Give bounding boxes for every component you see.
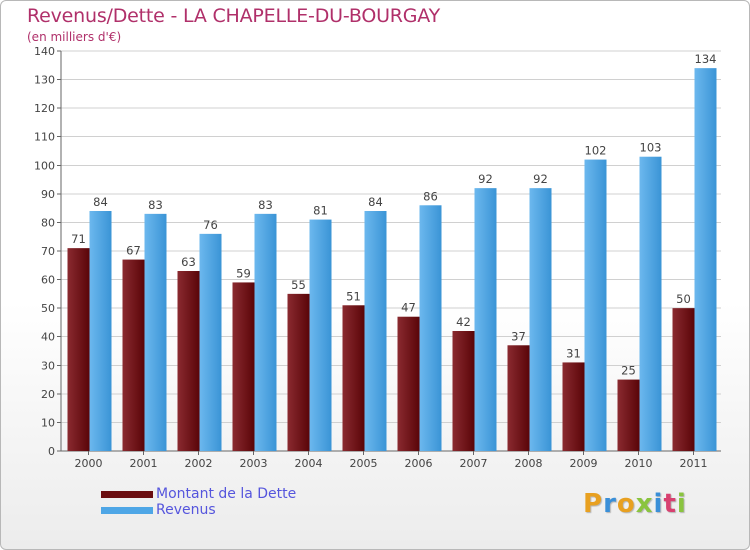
bar-dette [397, 316, 420, 451]
data-label: 92 [478, 172, 493, 186]
bar-dette [122, 259, 145, 451]
logo-letter: P [583, 489, 604, 519]
y-tick-label: 40 [41, 331, 55, 344]
bar-revenus [529, 188, 552, 451]
x-tick-label: 2008 [515, 457, 543, 470]
data-label: 86 [423, 189, 438, 203]
legend-label-revenus: Revenus [156, 502, 216, 518]
y-tick-label: 20 [41, 388, 55, 401]
logo-letter: r [603, 489, 617, 519]
x-tick-label: 2000 [75, 457, 103, 470]
data-label: 59 [236, 266, 251, 280]
bar-dette [617, 379, 640, 451]
bar-dette [342, 305, 365, 451]
y-tick-label: 130 [34, 74, 55, 87]
data-label: 37 [511, 329, 526, 343]
y-tick-label: 10 [41, 416, 55, 429]
y-tick-label: 140 [34, 45, 55, 58]
chart-title: Revenus/Dette - LA CHAPELLE-DU-BOURGAY [27, 5, 441, 27]
bar-revenus [639, 156, 662, 451]
legend-swatch-debt [101, 491, 153, 498]
data-label: 81 [313, 204, 328, 218]
y-axis: 0 10 20 30 40 50 60 70 80 90 100 110 120 130 140 [34, 45, 721, 458]
x-tick-label: 2010 [625, 457, 653, 470]
data-label: 103 [640, 141, 662, 155]
data-label: 92 [533, 172, 548, 186]
logo-letter: o [616, 489, 636, 519]
x-tick-label: 2002 [185, 457, 213, 470]
data-label: 55 [291, 278, 306, 292]
bar-dette [672, 308, 695, 451]
y-tick-label: 100 [34, 159, 55, 172]
bar-revenus [89, 211, 112, 451]
x-axis: 2000 2001 2002 2003 2004 2005 2006 2007 2008 2009… [75, 451, 708, 470]
bar-dette [562, 362, 585, 451]
grid-lines [61, 50, 721, 452]
legend-label-debt: Montant de la Dette [156, 486, 297, 502]
chart-subtitle: (en milliers d'€) [27, 30, 122, 44]
x-tick-label: 2001 [130, 457, 158, 470]
data-label: 76 [203, 218, 218, 232]
bar-dette [287, 293, 310, 451]
y-tick-label: 60 [41, 274, 55, 287]
x-tick-label: 2003 [240, 457, 268, 470]
data-label: 31 [566, 346, 581, 360]
data-label: 102 [585, 144, 607, 158]
bar-revenus [144, 213, 167, 451]
x-tick-label: 2005 [350, 457, 378, 470]
x-tick-label: 2007 [460, 457, 488, 470]
data-label: 84 [368, 195, 383, 209]
bar-revenus [694, 68, 717, 452]
x-tick-label: 2011 [680, 457, 708, 470]
logo-letter: t [663, 489, 677, 519]
bar-dette [232, 282, 255, 451]
logo-letter: x [635, 489, 654, 519]
legend-swatch-revenus [101, 507, 153, 514]
y-tick-label: 110 [34, 131, 55, 144]
bar-revenus [254, 213, 277, 451]
y-tick-label: 90 [41, 188, 55, 201]
bar-revenus [419, 205, 442, 451]
y-tick-label: 80 [41, 216, 55, 229]
y-tick-label: 50 [41, 302, 55, 315]
x-tick-label: 2004 [295, 457, 323, 470]
bar-dette [507, 345, 530, 451]
data-label: 83 [258, 198, 273, 212]
y-tick-label: 30 [41, 359, 55, 372]
x-tick-label: 2009 [570, 457, 598, 470]
data-label: 63 [181, 255, 196, 269]
bar-revenus [474, 188, 497, 451]
data-label: 71 [71, 232, 86, 246]
x-tick-label: 2006 [405, 457, 433, 470]
bar-dette [452, 331, 475, 451]
data-label: 50 [676, 292, 691, 306]
data-label: 25 [621, 364, 636, 378]
logo-letter: i [653, 489, 664, 519]
data-label: 51 [346, 289, 361, 303]
bars [67, 68, 717, 452]
logo-letter: i [676, 489, 687, 519]
bar-revenus [584, 159, 607, 452]
data-labels: 71 84 67 83 63 76 59 83 55 81 51 84 47 86 42 92 37 92 31 10… [71, 52, 716, 377]
bar-revenus [199, 233, 222, 451]
bar-revenus [309, 219, 332, 451]
bar-dette [177, 271, 200, 451]
data-label: 83 [148, 198, 163, 212]
y-tick-label: 70 [41, 245, 55, 258]
data-label: 84 [93, 195, 108, 209]
bar-revenus [364, 211, 387, 451]
data-label: 42 [456, 315, 471, 329]
data-label: 47 [401, 301, 416, 315]
y-tick-label: 120 [34, 102, 55, 115]
proxiti-logo: Proxiti [583, 489, 687, 519]
bar-dette [67, 248, 90, 451]
data-label: 134 [695, 52, 717, 66]
y-tick-label: 0 [48, 445, 55, 458]
data-label: 67 [126, 244, 141, 258]
